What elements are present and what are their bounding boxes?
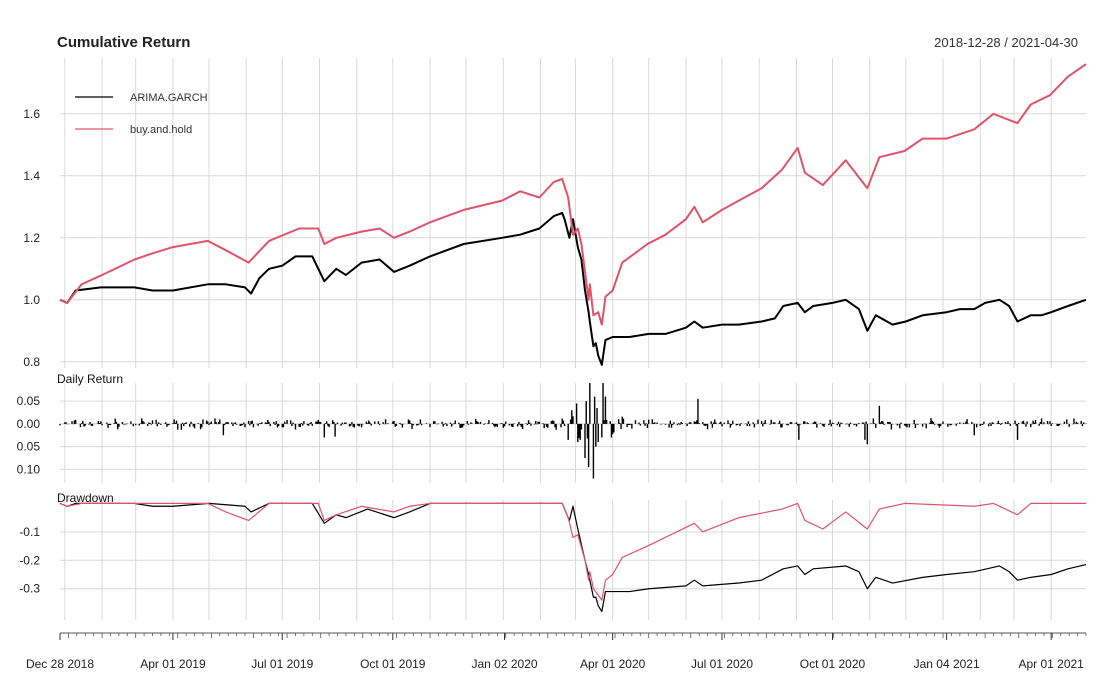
x-tick-label: Jul 01 2019 [251, 657, 313, 671]
axis-layer: 0.8 1.0 1.2 1.4 1.6 0.05 0.00 0.05 0.10 -0.1 -0.2 -… [17, 107, 1087, 671]
panel-label-drawdown: Drawdown [57, 491, 114, 505]
bars-daily_return-ARIMA.GARCH [59, 383, 1087, 479]
y-tick-label-cumulative: 1.4 [23, 169, 40, 183]
x-tick-label: Oct 01 2019 [360, 657, 426, 671]
x-tick-label: Oct 01 2020 [800, 657, 866, 671]
x-tick-label: Apr 01 2019 [140, 657, 206, 671]
y-tick-label-daily_return: 0.05 [17, 440, 41, 454]
chart-title: Cumulative Return [57, 34, 190, 51]
date-range-label: 2018-12-28 / 2021-04-30 [934, 35, 1078, 50]
y-tick-label-daily_return: 0.05 [17, 394, 41, 408]
x-tick-label: Jan 04 2021 [914, 657, 980, 671]
y-tick-label-cumulative: 1.0 [23, 293, 40, 307]
panel-labels: Daily Return Drawdown [57, 372, 123, 505]
y-tick-label-daily_return: 0.10 [17, 462, 41, 476]
y-tick-label-drawdown: -0.1 [19, 525, 40, 539]
x-tick-label: Apr 01 2021 [1018, 657, 1084, 671]
y-tick-label-cumulative: 1.6 [23, 107, 40, 121]
y-tick-label-daily_return: 0.00 [17, 417, 41, 431]
y-tick-label-drawdown: -0.2 [19, 553, 40, 567]
y-tick-label-cumulative: 0.8 [23, 355, 40, 369]
grid-layer [60, 58, 1086, 620]
y-tick-label-drawdown: -0.3 [19, 582, 40, 596]
y-tick-label-cumulative: 1.2 [23, 231, 40, 245]
x-tick-label: Dec 28 2018 [26, 657, 94, 671]
panel-label-daily_return: Daily Return [57, 372, 123, 386]
line-cumulative-ARIMA.GARCH [59, 212, 1087, 366]
legend-label-ARIMA.GARCH: ARIMA.GARCH [130, 92, 208, 104]
x-tick-label: Jul 01 2020 [691, 657, 753, 671]
series-layer [59, 63, 1087, 613]
line-drawdown-buy.and.hold [59, 502, 1086, 601]
line-cumulative-buy.and.hold [59, 63, 1087, 326]
x-tick-label: Jan 02 2020 [471, 657, 537, 671]
legend: ARIMA.GARCH buy.and.hold [75, 92, 208, 136]
x-tick-label: Apr 01 2020 [580, 657, 646, 671]
legend-label-buy.and.hold: buy.and.hold [130, 124, 192, 136]
